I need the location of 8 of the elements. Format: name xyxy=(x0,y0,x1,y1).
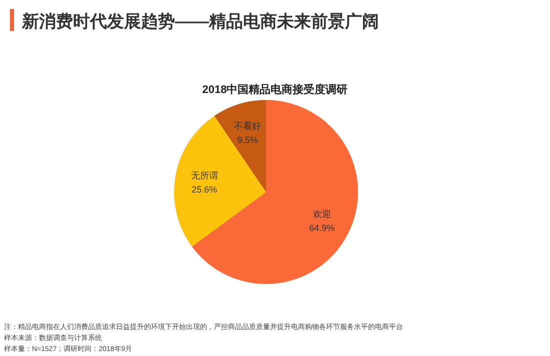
data-label: 9.5% xyxy=(237,135,258,146)
slice-label: 无所谓 xyxy=(190,170,218,180)
slice-label: 不看好 xyxy=(234,121,262,132)
data-label: 64.9% xyxy=(309,223,335,234)
slice-label: 欢迎 xyxy=(312,209,331,220)
chart-subtitle: 2018中国精品电商接受度调研 xyxy=(202,83,348,96)
data-label: 25.6% xyxy=(192,184,218,194)
chart-title: 新消费时代发展趋势——精品电商未来前景广阔 xyxy=(21,12,379,31)
